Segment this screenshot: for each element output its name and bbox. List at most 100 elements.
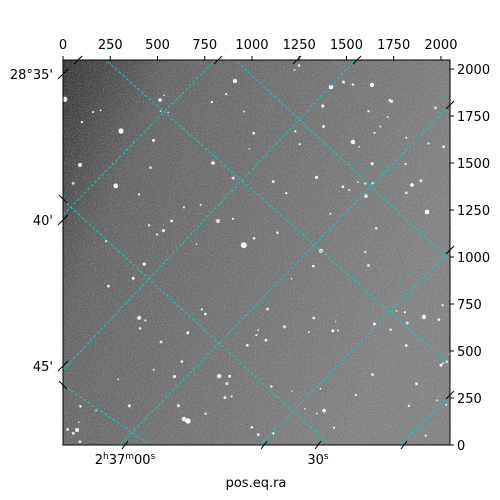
x-top-tick-label: 0 (59, 38, 67, 53)
star (370, 162, 374, 166)
x-top-ticks: 0 250 500 750 1000 1250 1500 1750 2000 (59, 38, 457, 60)
star (99, 109, 102, 112)
star (364, 194, 368, 199)
star (389, 99, 393, 103)
star (403, 311, 406, 314)
ra-grid-line (104, 60, 450, 366)
x-top-tick-label: 500 (145, 38, 170, 53)
star (248, 147, 251, 150)
star (445, 403, 448, 406)
coordinate-grid (63, 60, 450, 445)
star (357, 181, 359, 183)
star (307, 331, 310, 334)
star (228, 374, 232, 378)
star (172, 375, 177, 379)
star (389, 328, 392, 331)
star (427, 142, 430, 145)
star (395, 309, 398, 312)
star (118, 128, 124, 134)
sky-image (63, 60, 450, 445)
star (127, 404, 131, 408)
dec-tick (57, 68, 69, 80)
star (329, 212, 332, 215)
star (437, 318, 441, 321)
star (71, 431, 75, 435)
y-right-tick-label: 1000 (457, 251, 490, 266)
star (79, 405, 82, 408)
star (314, 175, 319, 179)
x-top-tick-label: 1750 (377, 38, 410, 53)
ra-tick (314, 440, 322, 450)
star (293, 68, 296, 71)
star (404, 344, 408, 347)
star (419, 179, 423, 183)
star (159, 110, 162, 112)
ra-tick (121, 440, 129, 450)
star (312, 316, 316, 320)
star (225, 92, 228, 96)
y-right-tick-label: 1250 (457, 204, 490, 219)
star (204, 412, 207, 415)
star (372, 322, 376, 326)
star (441, 304, 444, 307)
star (252, 236, 256, 240)
star (321, 104, 325, 108)
ra-tick (260, 440, 268, 450)
star (405, 191, 408, 195)
ra-tick-label: 2h37m00s (95, 452, 156, 468)
y-right-ticks: 0 250 500 750 1000 1250 1500 1750 2000 (450, 63, 490, 454)
star (341, 185, 345, 189)
star (304, 407, 306, 410)
dec-tick (57, 360, 69, 372)
star (161, 229, 165, 233)
star (367, 110, 370, 113)
star (256, 433, 260, 436)
star (159, 340, 163, 344)
ra-grid-line (63, 199, 331, 445)
star (75, 428, 79, 432)
star (147, 224, 151, 227)
star (405, 136, 408, 139)
star (379, 125, 382, 128)
y-right-tick-label: 1500 (457, 157, 490, 172)
ra-tick (73, 55, 83, 65)
star (223, 396, 227, 400)
star (156, 233, 159, 236)
star (163, 94, 165, 97)
star (348, 189, 351, 191)
star (80, 120, 84, 124)
star (410, 183, 414, 187)
star (66, 428, 69, 431)
dec-grid-line (119, 104, 450, 445)
y-right-tick-label: 750 (457, 298, 482, 313)
star (354, 393, 358, 397)
dec-grid-line (399, 394, 450, 445)
star (149, 166, 152, 169)
star (328, 84, 334, 90)
star (322, 125, 325, 128)
star (152, 138, 155, 142)
dec-tick (445, 390, 455, 400)
dec-tick (58, 194, 68, 204)
star (315, 412, 318, 415)
star (336, 329, 339, 332)
x-top-tick-label: 1250 (283, 38, 316, 53)
star (225, 381, 229, 386)
star (371, 373, 374, 376)
plot-frame (62, 59, 451, 446)
star (256, 328, 260, 332)
star (322, 408, 326, 413)
dec-tick (445, 245, 455, 255)
star (319, 387, 322, 390)
star (351, 83, 355, 86)
star (290, 278, 293, 280)
star (138, 327, 142, 330)
x-axis-label: pos.eq.ra (226, 476, 287, 491)
star (269, 385, 273, 388)
y-right-tick-label: 500 (457, 345, 482, 360)
star (142, 262, 146, 266)
star (216, 373, 222, 379)
star (358, 145, 360, 148)
star (312, 264, 315, 268)
